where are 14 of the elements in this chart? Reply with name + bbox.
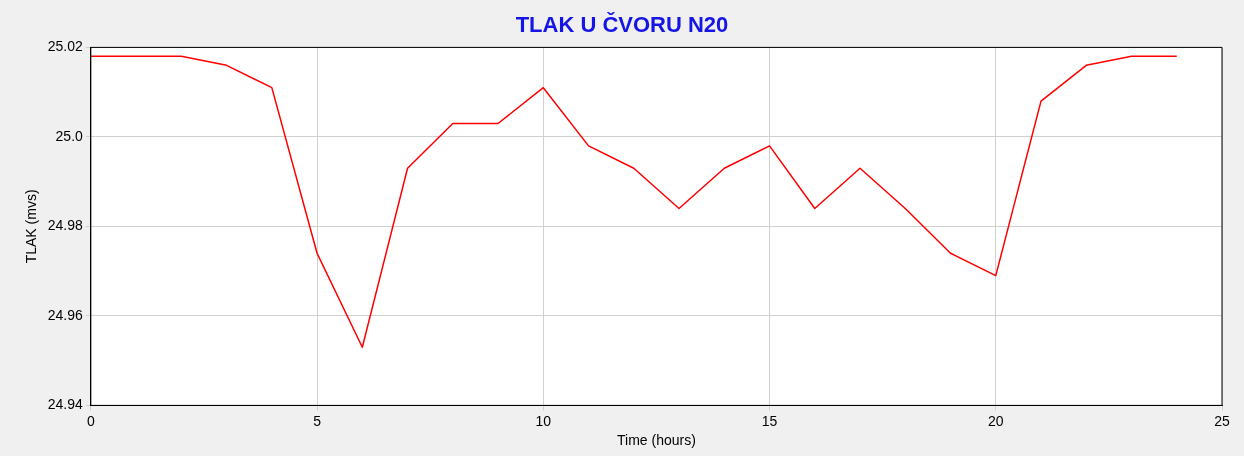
x-tick-label: 15 xyxy=(761,412,778,429)
x-tick-label: 20 xyxy=(987,412,1004,429)
y-axis-title: TLAK (mvs) xyxy=(23,189,40,264)
chart-title: TLAK U ČVORU N20 xyxy=(514,12,730,38)
y-tick-label: 24.96 xyxy=(47,306,84,323)
y-tick-label: 24.94 xyxy=(47,396,84,413)
y-tick-label: 25.0 xyxy=(55,127,84,144)
x-tick-label: 10 xyxy=(535,412,552,429)
x-tick-label: 0 xyxy=(86,412,95,429)
y-tick-label: 24.98 xyxy=(47,217,84,234)
x-tick-label: 25 xyxy=(1214,412,1230,429)
y-tick-label: 25.02 xyxy=(47,38,84,55)
x-tick-label: 5 xyxy=(313,412,322,429)
x-axis-title: Time (hours) xyxy=(617,432,696,449)
